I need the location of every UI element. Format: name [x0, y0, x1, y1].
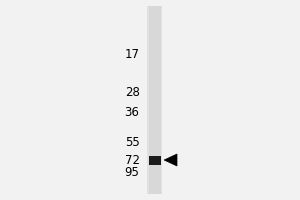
- Text: 95: 95: [124, 166, 140, 180]
- Bar: [148, 156, 160, 164]
- Text: 55: 55: [125, 137, 140, 150]
- Text: 36: 36: [124, 106, 140, 119]
- Polygon shape: [164, 154, 177, 166]
- Text: 72: 72: [124, 154, 140, 166]
- Text: 17: 17: [124, 47, 140, 60]
- Bar: [148, 6, 160, 194]
- Text: 28: 28: [124, 86, 140, 99]
- Bar: [147, 6, 162, 194]
